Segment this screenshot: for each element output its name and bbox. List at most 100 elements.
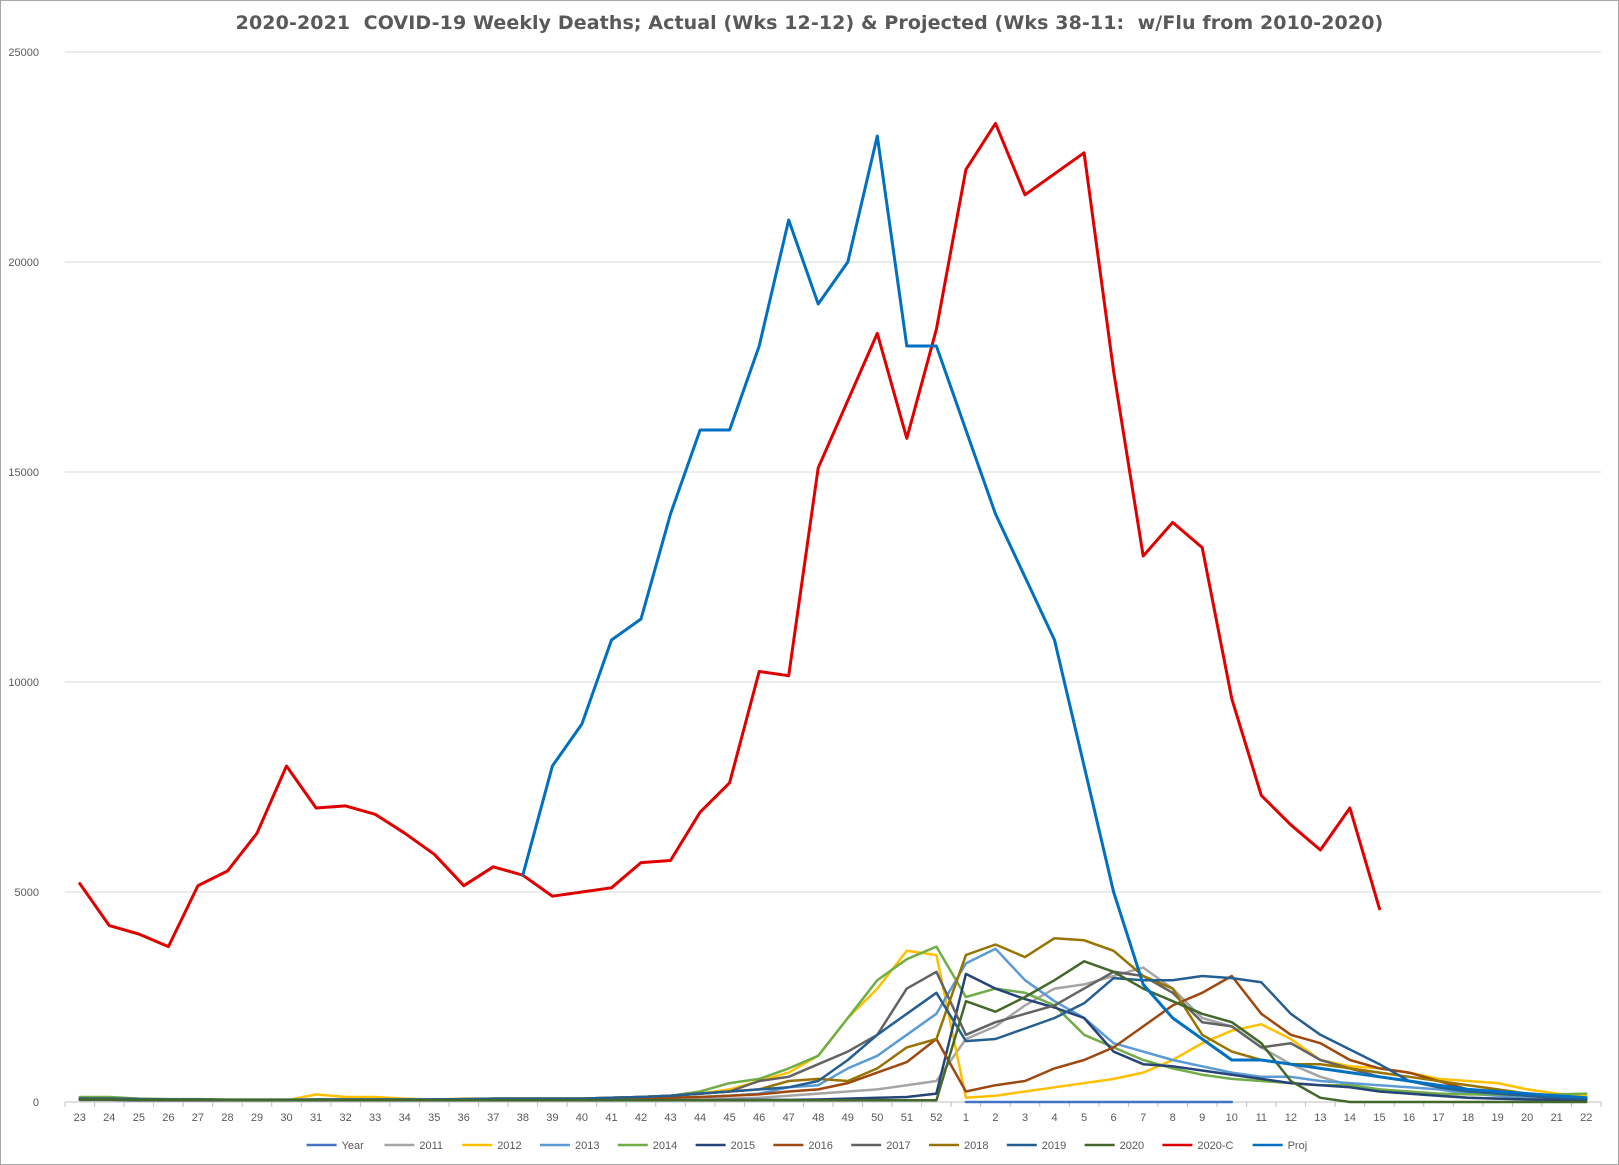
x-tick-label: 21 [1551, 1112, 1563, 1124]
legend-item: 2013 [540, 1140, 599, 1152]
legend-label: Year [342, 1140, 365, 1152]
x-tick-label: 16 [1403, 1112, 1415, 1124]
x-tick-label: 52 [930, 1112, 942, 1124]
x-tick-label: 27 [192, 1112, 204, 1124]
x-tick-label: 19 [1491, 1112, 1503, 1124]
x-tick-label: 28 [221, 1112, 233, 1124]
series-proj [521, 134, 1588, 1100]
legend-item: 2020-C [1162, 1140, 1234, 1152]
x-tick-label: 30 [280, 1112, 292, 1124]
x-tick-label: 2 [992, 1112, 998, 1124]
legend-label: 2020-C [1197, 1140, 1233, 1152]
x-tick-label: 7 [1140, 1112, 1146, 1124]
x-tick-label: 34 [399, 1112, 411, 1124]
legend-label: 2014 [653, 1140, 677, 1152]
x-tick-label: 20 [1521, 1112, 1533, 1124]
x-tick-label: 13 [1314, 1112, 1326, 1124]
x-tick-label: 14 [1344, 1112, 1356, 1124]
x-tick-label: 24 [103, 1112, 115, 1124]
x-tick-label: 6 [1111, 1112, 1117, 1124]
x-tick-label: 42 [635, 1112, 647, 1124]
series-2013 [78, 947, 1588, 1102]
legend-label: 2019 [1042, 1140, 1066, 1152]
legend-item: Year [306, 1140, 365, 1152]
x-tick-label: 33 [369, 1112, 381, 1124]
x-tick-label: 40 [576, 1112, 588, 1124]
x-tick-label: 9 [1199, 1112, 1205, 1124]
legend-item: 2017 [851, 1140, 911, 1152]
legend-label: 2020 [1120, 1140, 1144, 1152]
x-tick-label: 3 [1022, 1112, 1028, 1124]
legend-label: 2015 [731, 1140, 755, 1152]
x-tick-label: 29 [251, 1112, 263, 1124]
x-tick-label: 15 [1373, 1112, 1385, 1124]
legend-item: Proj [1252, 1140, 1308, 1152]
x-tick-label: 35 [428, 1112, 440, 1124]
x-tick-label: 46 [753, 1112, 765, 1124]
gridlines [65, 51, 1601, 893]
x-tick-label: 31 [310, 1112, 322, 1124]
series-line [78, 947, 1588, 1102]
y-tick-label: 20000 [8, 257, 39, 269]
legend: Year 2011 2012 2013 2014 2015 2016 2017 2018 2019… [306, 1140, 1308, 1152]
x-tick-label: 39 [546, 1112, 558, 1124]
legend-item: 2016 [773, 1140, 833, 1152]
x-tick-label: 47 [783, 1112, 795, 1124]
x-tick-label: 37 [487, 1112, 499, 1124]
x-tick-label: 44 [694, 1112, 706, 1124]
x-tick-label: 36 [458, 1112, 470, 1124]
y-tick-label: 15000 [8, 467, 39, 479]
x-tick-label: 48 [812, 1112, 824, 1124]
x-tick-label: 43 [664, 1112, 676, 1124]
legend-label: 2016 [808, 1140, 832, 1152]
x-tick-label: 51 [901, 1112, 913, 1124]
legend-label: 2017 [886, 1140, 910, 1152]
legend-item: 2011 [384, 1140, 443, 1152]
x-tick-label: 18 [1462, 1112, 1474, 1124]
x-tick-label: 45 [723, 1112, 735, 1124]
x-tick-label: 12 [1285, 1112, 1297, 1124]
x-tick-label: 17 [1432, 1112, 1444, 1124]
series-2020 [78, 960, 1588, 1104]
legend-label: Proj [1288, 1140, 1308, 1152]
y-tick-label: 25000 [8, 47, 39, 59]
legend-label: 2018 [964, 1140, 988, 1152]
series-line [78, 960, 1588, 1104]
x-tick-label: 22 [1580, 1112, 1592, 1124]
x-tick-label: 4 [1051, 1112, 1057, 1124]
x-tick-label: 32 [339, 1112, 351, 1124]
series-line [78, 121, 1381, 949]
x-tick-label: 38 [517, 1112, 529, 1124]
legend-item: 2020 [1084, 1140, 1144, 1152]
series-line [521, 134, 1588, 1100]
x-tick-label: 23 [74, 1112, 86, 1124]
y-tick-label: 0 [33, 1097, 39, 1109]
legend-label: 2012 [497, 1140, 521, 1152]
y-tick-label: 5000 [15, 887, 39, 899]
x-tick-label: 11 [1256, 1112, 1267, 1124]
legend-item: 2019 [1006, 1140, 1066, 1152]
y-axis: 0 5000 10000 15000 20000 25000 [8, 47, 39, 1109]
series-lines [78, 121, 1588, 1104]
x-tick-label: 5 [1081, 1112, 1087, 1124]
x-tick-label: 8 [1170, 1112, 1176, 1124]
x-tick-label: 49 [842, 1112, 854, 1124]
x-tick-label: 26 [162, 1112, 174, 1124]
legend-item: 2018 [929, 1140, 988, 1152]
x-tick-label: 50 [871, 1112, 883, 1124]
x-tick-labels: 23 24 25 26 27 28 29 30 31 32 33 34 35 36 37 38 39 40 41 42… [74, 1112, 1593, 1124]
legend-item: 2015 [695, 1140, 755, 1152]
x-tick-label: 41 [605, 1112, 617, 1124]
x-tick-label: 1 [963, 1112, 969, 1124]
legend-label: 2011 [419, 1140, 443, 1152]
y-tick-label: 10000 [8, 677, 39, 689]
legend-label: 2013 [575, 1140, 599, 1152]
x-tick-label: 10 [1226, 1112, 1238, 1124]
chart-title: 2020-2021 COVID-19 Weekly Deaths; Actual… [235, 12, 1384, 34]
x-tick-label: 25 [133, 1112, 145, 1124]
legend-item: 2012 [462, 1140, 522, 1152]
legend-item: 2014 [617, 1140, 677, 1152]
series-2020-c [78, 121, 1381, 949]
